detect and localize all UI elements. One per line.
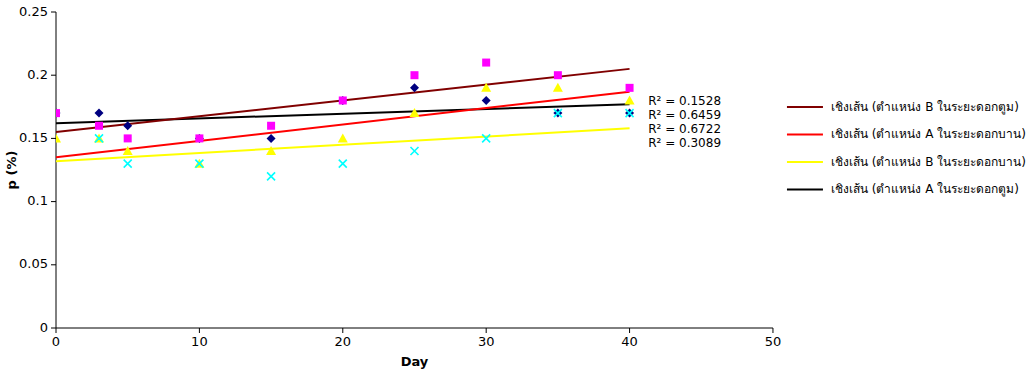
- x-tick-label: 10: [191, 334, 208, 349]
- legend-swatch: [787, 106, 823, 108]
- x-tick-label: 0: [52, 334, 60, 349]
- data-point: [266, 146, 276, 155]
- data-point: [553, 109, 562, 118]
- legend-swatch: [787, 161, 823, 163]
- y-tick: [51, 75, 56, 76]
- trend-line: [56, 104, 630, 123]
- data-point: [123, 121, 132, 130]
- data-point: [267, 172, 275, 180]
- y-tick-label: 0.2: [27, 67, 48, 82]
- data-point: [626, 109, 634, 117]
- data-point: [194, 159, 204, 168]
- y-tick: [51, 264, 56, 265]
- data-point: [553, 83, 563, 92]
- data-point: [95, 109, 104, 118]
- chart: เชิงเส้น (ตำแหน่ง B ในระยะดอกตูม) เชิงเส้…: [0, 0, 1032, 376]
- trend-line: [56, 69, 630, 132]
- data-point: [626, 84, 634, 92]
- annotation: R² = 0.3089: [648, 136, 721, 150]
- x-tick-label: 50: [765, 334, 782, 349]
- x-tick-label: 30: [478, 334, 495, 349]
- data-point: [124, 134, 132, 142]
- x-tick: [199, 328, 200, 333]
- data-point: [56, 109, 61, 118]
- y-tick: [51, 201, 56, 202]
- legend: เชิงเส้น (ตำแหน่ง B ในระยะดอกตูม) เชิงเส้…: [787, 100, 1026, 198]
- y-tick: [51, 12, 56, 13]
- data-point: [625, 109, 634, 118]
- data-point: [482, 96, 491, 105]
- legend-swatch: [787, 189, 823, 191]
- x-tick: [629, 328, 630, 333]
- data-point: [339, 160, 347, 168]
- data-point: [56, 133, 61, 142]
- data-point: [338, 133, 348, 142]
- x-axis-title: Day: [401, 354, 429, 369]
- data-point: [482, 59, 490, 67]
- y-tick: [51, 138, 56, 139]
- data-point: [56, 109, 60, 117]
- data-point: [338, 96, 347, 105]
- y-tick-label: 0.25: [19, 4, 48, 19]
- legend-swatch: [787, 134, 823, 136]
- x-tick-label: 20: [335, 334, 352, 349]
- plot-area: [56, 59, 635, 181]
- x-tick-label: 40: [621, 334, 638, 349]
- y-tick-label: 0.1: [27, 193, 48, 208]
- y-axis-title: p (%): [4, 151, 19, 190]
- trend-line: [56, 92, 630, 158]
- data-point: [410, 83, 419, 92]
- data-point: [482, 134, 490, 142]
- annotation: R² = 0.6459: [648, 108, 721, 122]
- data-point: [409, 108, 419, 117]
- y-tick-label: 0.05: [19, 256, 48, 271]
- data-point: [124, 160, 132, 168]
- x-tick: [56, 328, 57, 333]
- data-point: [481, 83, 491, 92]
- x-axis: [56, 328, 773, 329]
- data-point: [410, 71, 418, 79]
- y-tick-label: 0: [40, 320, 48, 335]
- data-point: [95, 122, 103, 130]
- legend-label: เชิงเส้น (ตำแหน่ง A ในระยะดอกบาน): [831, 127, 1026, 141]
- data-point: [94, 133, 104, 142]
- data-point: [339, 96, 347, 104]
- data-point: [195, 160, 203, 168]
- data-point: [410, 147, 418, 155]
- annotation: R² = 0.6722: [648, 122, 721, 136]
- data-point: [195, 134, 204, 143]
- x-tick: [342, 328, 343, 333]
- trend-line: [56, 128, 630, 161]
- data-point: [554, 71, 562, 79]
- legend-label: เชิงเส้น (ตำแหน่ง B ในระยะดอกบาน): [831, 155, 1026, 169]
- y-tick-label: 0.15: [19, 130, 48, 145]
- data-point: [267, 134, 276, 143]
- annotation: R² = 0.1528: [648, 94, 721, 108]
- data-point: [123, 146, 133, 155]
- data-point: [554, 109, 562, 117]
- x-tick: [486, 328, 487, 333]
- data-point: [267, 122, 275, 130]
- x-tick: [772, 328, 773, 333]
- y-axis: [56, 12, 57, 328]
- data-point: [625, 95, 635, 104]
- data-point: [195, 134, 203, 142]
- legend-label: เชิงเส้น (ตำแหน่ง A ในระยะดอกตูม): [831, 182, 1019, 197]
- data-point: [95, 134, 103, 142]
- legend-label: เชิงเส้น (ตำแหน่ง B ในระยะดอกตูม): [831, 100, 1019, 115]
- y-tick: [51, 328, 56, 329]
